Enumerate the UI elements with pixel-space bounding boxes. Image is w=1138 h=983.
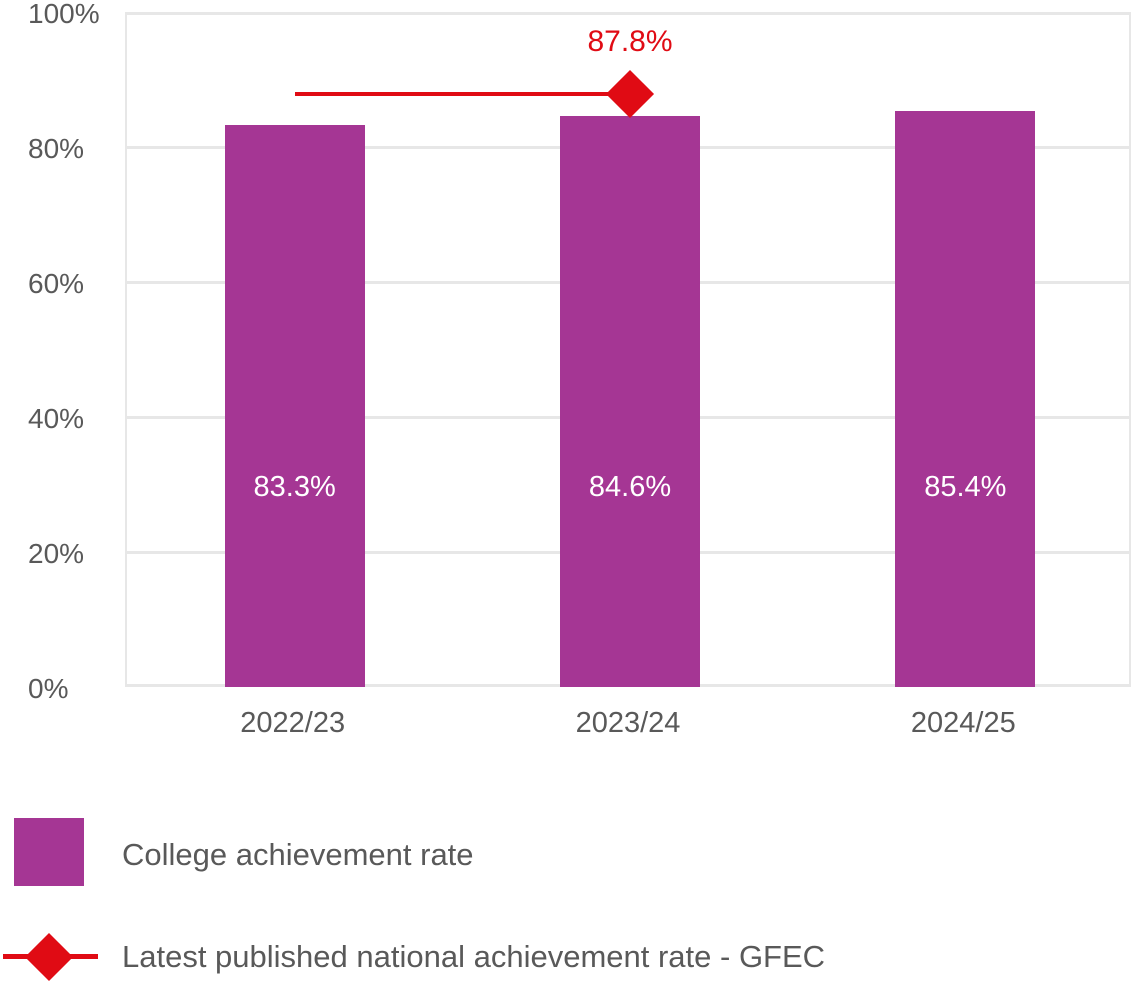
x-axis-category-label: 2024/25 [910,707,1016,739]
legend-item-college-achievement-rate[interactable]: College achievement rate [0,810,1138,896]
bar-2024-25[interactable] [895,110,1036,687]
y-axis-tick-label: 100% [28,0,100,29]
bar-2022-23[interactable] [224,124,365,687]
bar-value-label: 84.6% [588,471,672,503]
y-axis-tick-label: 80% [28,133,85,164]
y-axis-tick-label: 20% [28,538,85,569]
bar-2023-24[interactable] [560,115,700,687]
y-axis-tick-label: 0% [28,673,69,704]
national-rate-value-label: 87.8% [587,25,673,59]
gridline [127,12,1129,15]
y-axis-tick-label: 60% [28,268,85,299]
national-series-diamond-icon [24,932,74,982]
y-axis-tick-label: 40% [28,403,85,434]
national-rate-line[interactable] [294,92,630,97]
legend-label-national: Latest published national achievement ra… [122,939,826,974]
bar-value-label: 85.4% [924,471,1007,503]
college-series-swatch-icon [14,818,84,886]
national-rate-marker-icon[interactable] [605,70,655,119]
bar-value-label: 83.3% [253,471,336,503]
legend-item-national-achievement-rate[interactable]: Latest published national achievement ra… [0,920,1138,983]
plot-area: 83.3% 84.6% 85.4% 87.8% [125,12,1131,687]
legend-label-college: College achievement rate [122,837,474,872]
x-axis-category-label: 2023/24 [575,707,681,739]
x-axis-category-label: 2022/23 [240,707,346,739]
